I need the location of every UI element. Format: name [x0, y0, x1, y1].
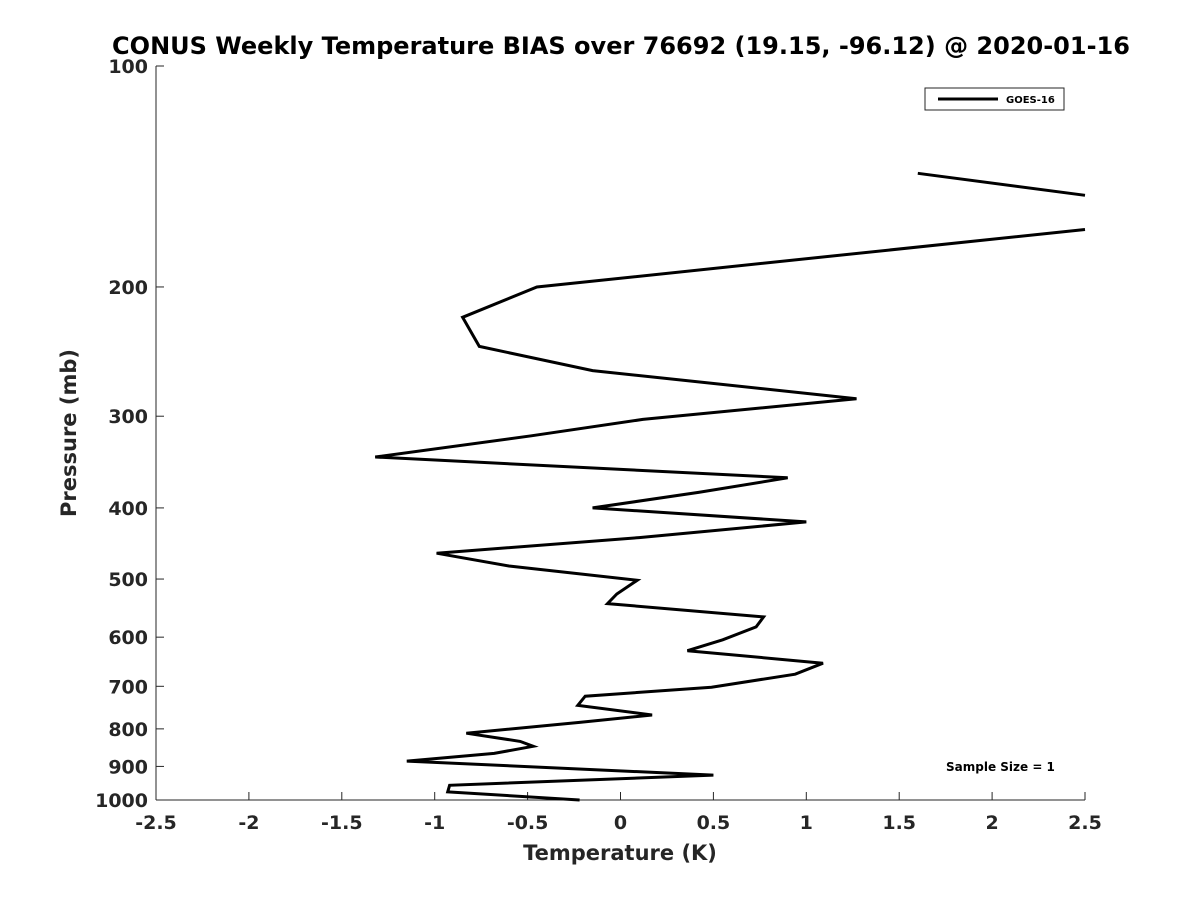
x-tick-label: -2.5	[135, 812, 177, 834]
x-tick-label: -0.5	[507, 812, 549, 834]
y-ticks: 100 200 300 400 500 600 700 800 900 1000	[95, 56, 164, 812]
y-tick-label: 500	[108, 569, 148, 591]
legend-label-goes-16: GOES-16	[1006, 95, 1055, 106]
series-layer	[374, 171, 1086, 802]
y-tick-label: 100	[108, 56, 148, 78]
y-axis-label: Pressure (mb)	[57, 349, 81, 517]
x-tick-label: -1.5	[321, 812, 363, 834]
sample-size-annotation: Sample Size = 1	[946, 760, 1055, 774]
y-tick-label: 900	[108, 756, 148, 778]
x-axis-label: Temperature (K)	[523, 841, 717, 865]
x-tick-label: -2	[238, 812, 259, 834]
x-tick-label: 2.5	[1068, 812, 1102, 834]
x-tick-label: 2	[985, 812, 998, 834]
y-tick-label: 200	[108, 277, 148, 299]
series-line-goes-16	[917, 171, 1086, 197]
x-tick-label: 1.5	[882, 812, 916, 834]
legend: GOES-16	[924, 87, 1065, 111]
y-tick-label: 600	[108, 627, 148, 649]
y-tick-label: 700	[108, 676, 148, 698]
y-tick-label: 1000	[95, 790, 148, 812]
y-tick-label: 400	[108, 498, 148, 520]
series-line-goes-16	[374, 228, 1086, 802]
y-tick-label: 800	[108, 719, 148, 741]
chart-title: CONUS Weekly Temperature BIAS over 76692…	[112, 32, 1130, 60]
y-tick-label: 300	[108, 406, 148, 428]
x-tick-label: 0	[614, 812, 627, 834]
x-ticks: -2.5 -2 -1.5 -1 -0.5 0 0.5 1 1.5 2 2.5	[135, 792, 1102, 834]
x-tick-label: 1	[800, 812, 813, 834]
x-tick-label: 0.5	[697, 812, 731, 834]
x-tick-label: -1	[424, 812, 445, 834]
